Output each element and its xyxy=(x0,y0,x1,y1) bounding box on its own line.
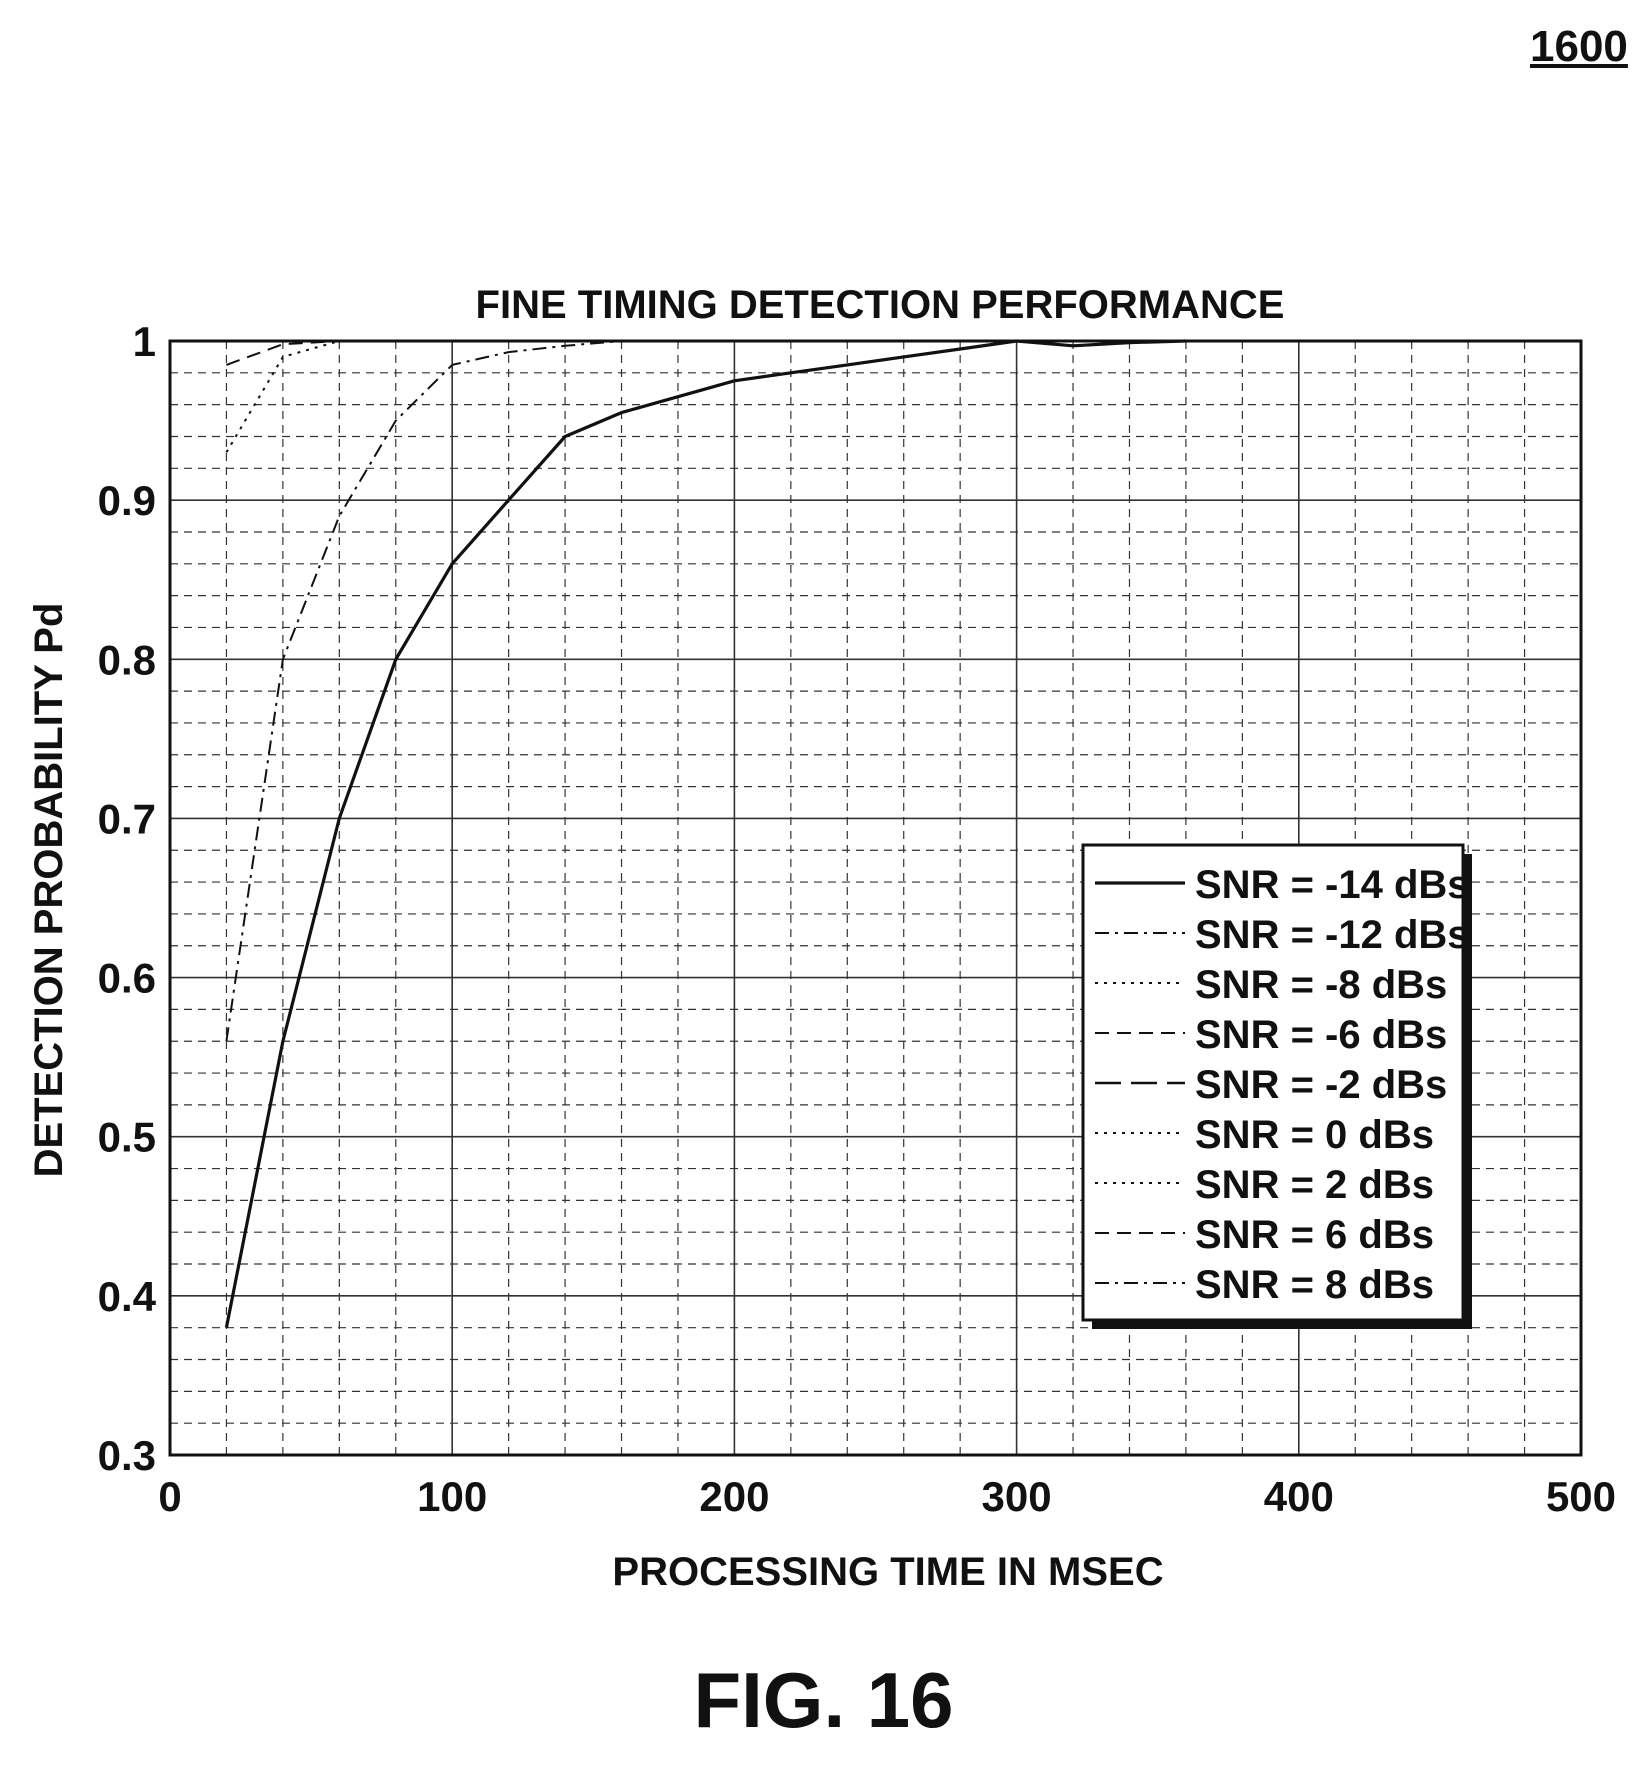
y-tick-label: 0.8 xyxy=(98,636,156,683)
grid xyxy=(170,341,1581,1455)
y-tick-label: 0.5 xyxy=(98,1114,156,1161)
x-axis-label: PROCESSING TIME IN MSEC xyxy=(612,1550,1163,1594)
y-tick-label: 0.6 xyxy=(98,955,156,1002)
plot-frame xyxy=(168,339,1583,1457)
series-line xyxy=(225,340,396,453)
legend-label: SNR = 0 dBs xyxy=(1195,1113,1434,1157)
y-tick-label: 0.7 xyxy=(98,795,156,842)
x-tick-label: 100 xyxy=(417,1473,487,1520)
legend-label: SNR = 6 dBs xyxy=(1195,1213,1434,1257)
figure-caption: FIG. 16 xyxy=(693,1656,954,1744)
x-tick-label: 200 xyxy=(699,1473,769,1520)
y-tick-label: 0.9 xyxy=(98,477,156,524)
series-line xyxy=(224,339,1186,1329)
y-axis-label: DETECTION PROBABILITY Pd xyxy=(27,603,71,1178)
legend-label: SNR = -8 dBs xyxy=(1195,963,1447,1007)
y-tick-label: 0.4 xyxy=(98,1273,157,1320)
legend-label: SNR = 8 dBs xyxy=(1195,1263,1434,1307)
figure-number: 1600 xyxy=(1530,22,1628,71)
x-tick-label: 400 xyxy=(1264,1473,1334,1520)
y-axis-ticks: 0.3 0.4 0.5 0.6 0.7 0.8 0.9 1 xyxy=(98,318,157,1479)
x-tick-label: 300 xyxy=(982,1473,1052,1520)
x-tick-label: 500 xyxy=(1546,1473,1616,1520)
x-axis-ticks: 0 100 200 300 400 500 xyxy=(158,1473,1616,1520)
series-lines xyxy=(224,339,1186,1329)
legend: SNR = -14 dBs SNR = -12 dBs SNR = -8 dBs SN… xyxy=(1081,843,1472,1329)
legend-label: SNR = 2 dBs xyxy=(1195,1163,1434,1207)
legend-label: SNR = -2 dBs xyxy=(1195,1063,1447,1107)
legend-label: SNR = -6 dBs xyxy=(1195,1013,1447,1057)
legend-label: SNR = -14 dBs xyxy=(1195,863,1470,907)
chart-title: FINE TIMING DETECTION PERFORMANCE xyxy=(476,283,1285,327)
legend-label: SNR = -12 dBs xyxy=(1195,913,1470,957)
series-line xyxy=(225,340,622,1042)
y-tick-label: 1 xyxy=(133,318,156,365)
y-tick-label: 0.3 xyxy=(98,1432,156,1479)
x-tick-label: 0 xyxy=(158,1473,181,1520)
